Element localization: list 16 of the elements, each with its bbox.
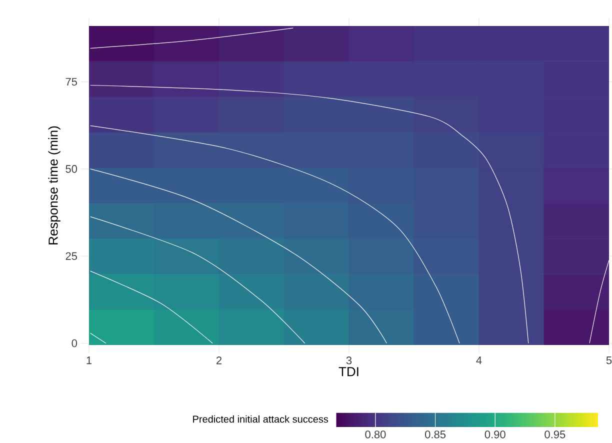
y-tick-label: 75 <box>66 78 77 86</box>
x-tick-label: 1 <box>86 356 92 364</box>
color-bar-label: 0.80 <box>365 430 386 438</box>
y-tick-label: 0 <box>72 339 78 348</box>
x-axis-title: TDI <box>338 367 358 376</box>
color-bar-label: 0.85 <box>425 430 446 438</box>
x-tick-label: 4 <box>476 356 482 364</box>
x-tick-label: 2 <box>216 356 222 364</box>
color-bar-title: Predicted initial attack success <box>193 415 328 423</box>
x-tick-label: 3 <box>346 356 352 364</box>
color-bar-label: 0.95 <box>544 430 566 438</box>
color-bar-label: 0.90 <box>484 430 506 438</box>
y-tick-label: 25 <box>66 252 77 260</box>
x-tick-label: 5 <box>606 356 612 364</box>
y-axis-title: Response time (min) <box>48 126 60 244</box>
y-tick-label: 50 <box>66 165 78 173</box>
